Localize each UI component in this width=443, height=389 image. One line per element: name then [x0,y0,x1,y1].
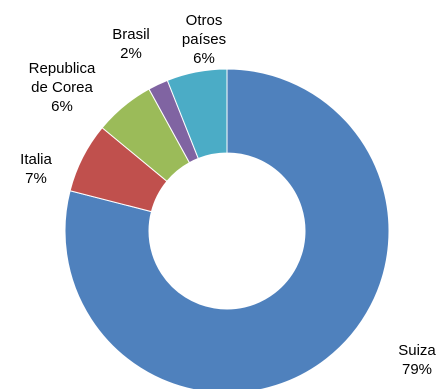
slice-otros-paises [166,68,228,160]
data-label-brasil: Brasil 2% [112,26,150,62]
slice-suiza [64,68,390,389]
data-label-republica-de-corea: Republica de Corea 6% [29,60,96,115]
chart-labels: Suiza 79% Italia 7% Republica de Corea 6% Brasi… [20,12,436,378]
data-label-otros-paises: Otros países 6% [182,12,226,67]
chart-slices [64,68,390,389]
data-label-italia: Italia 7% [20,151,52,187]
data-label-suiza: Suiza 79% [398,342,436,378]
